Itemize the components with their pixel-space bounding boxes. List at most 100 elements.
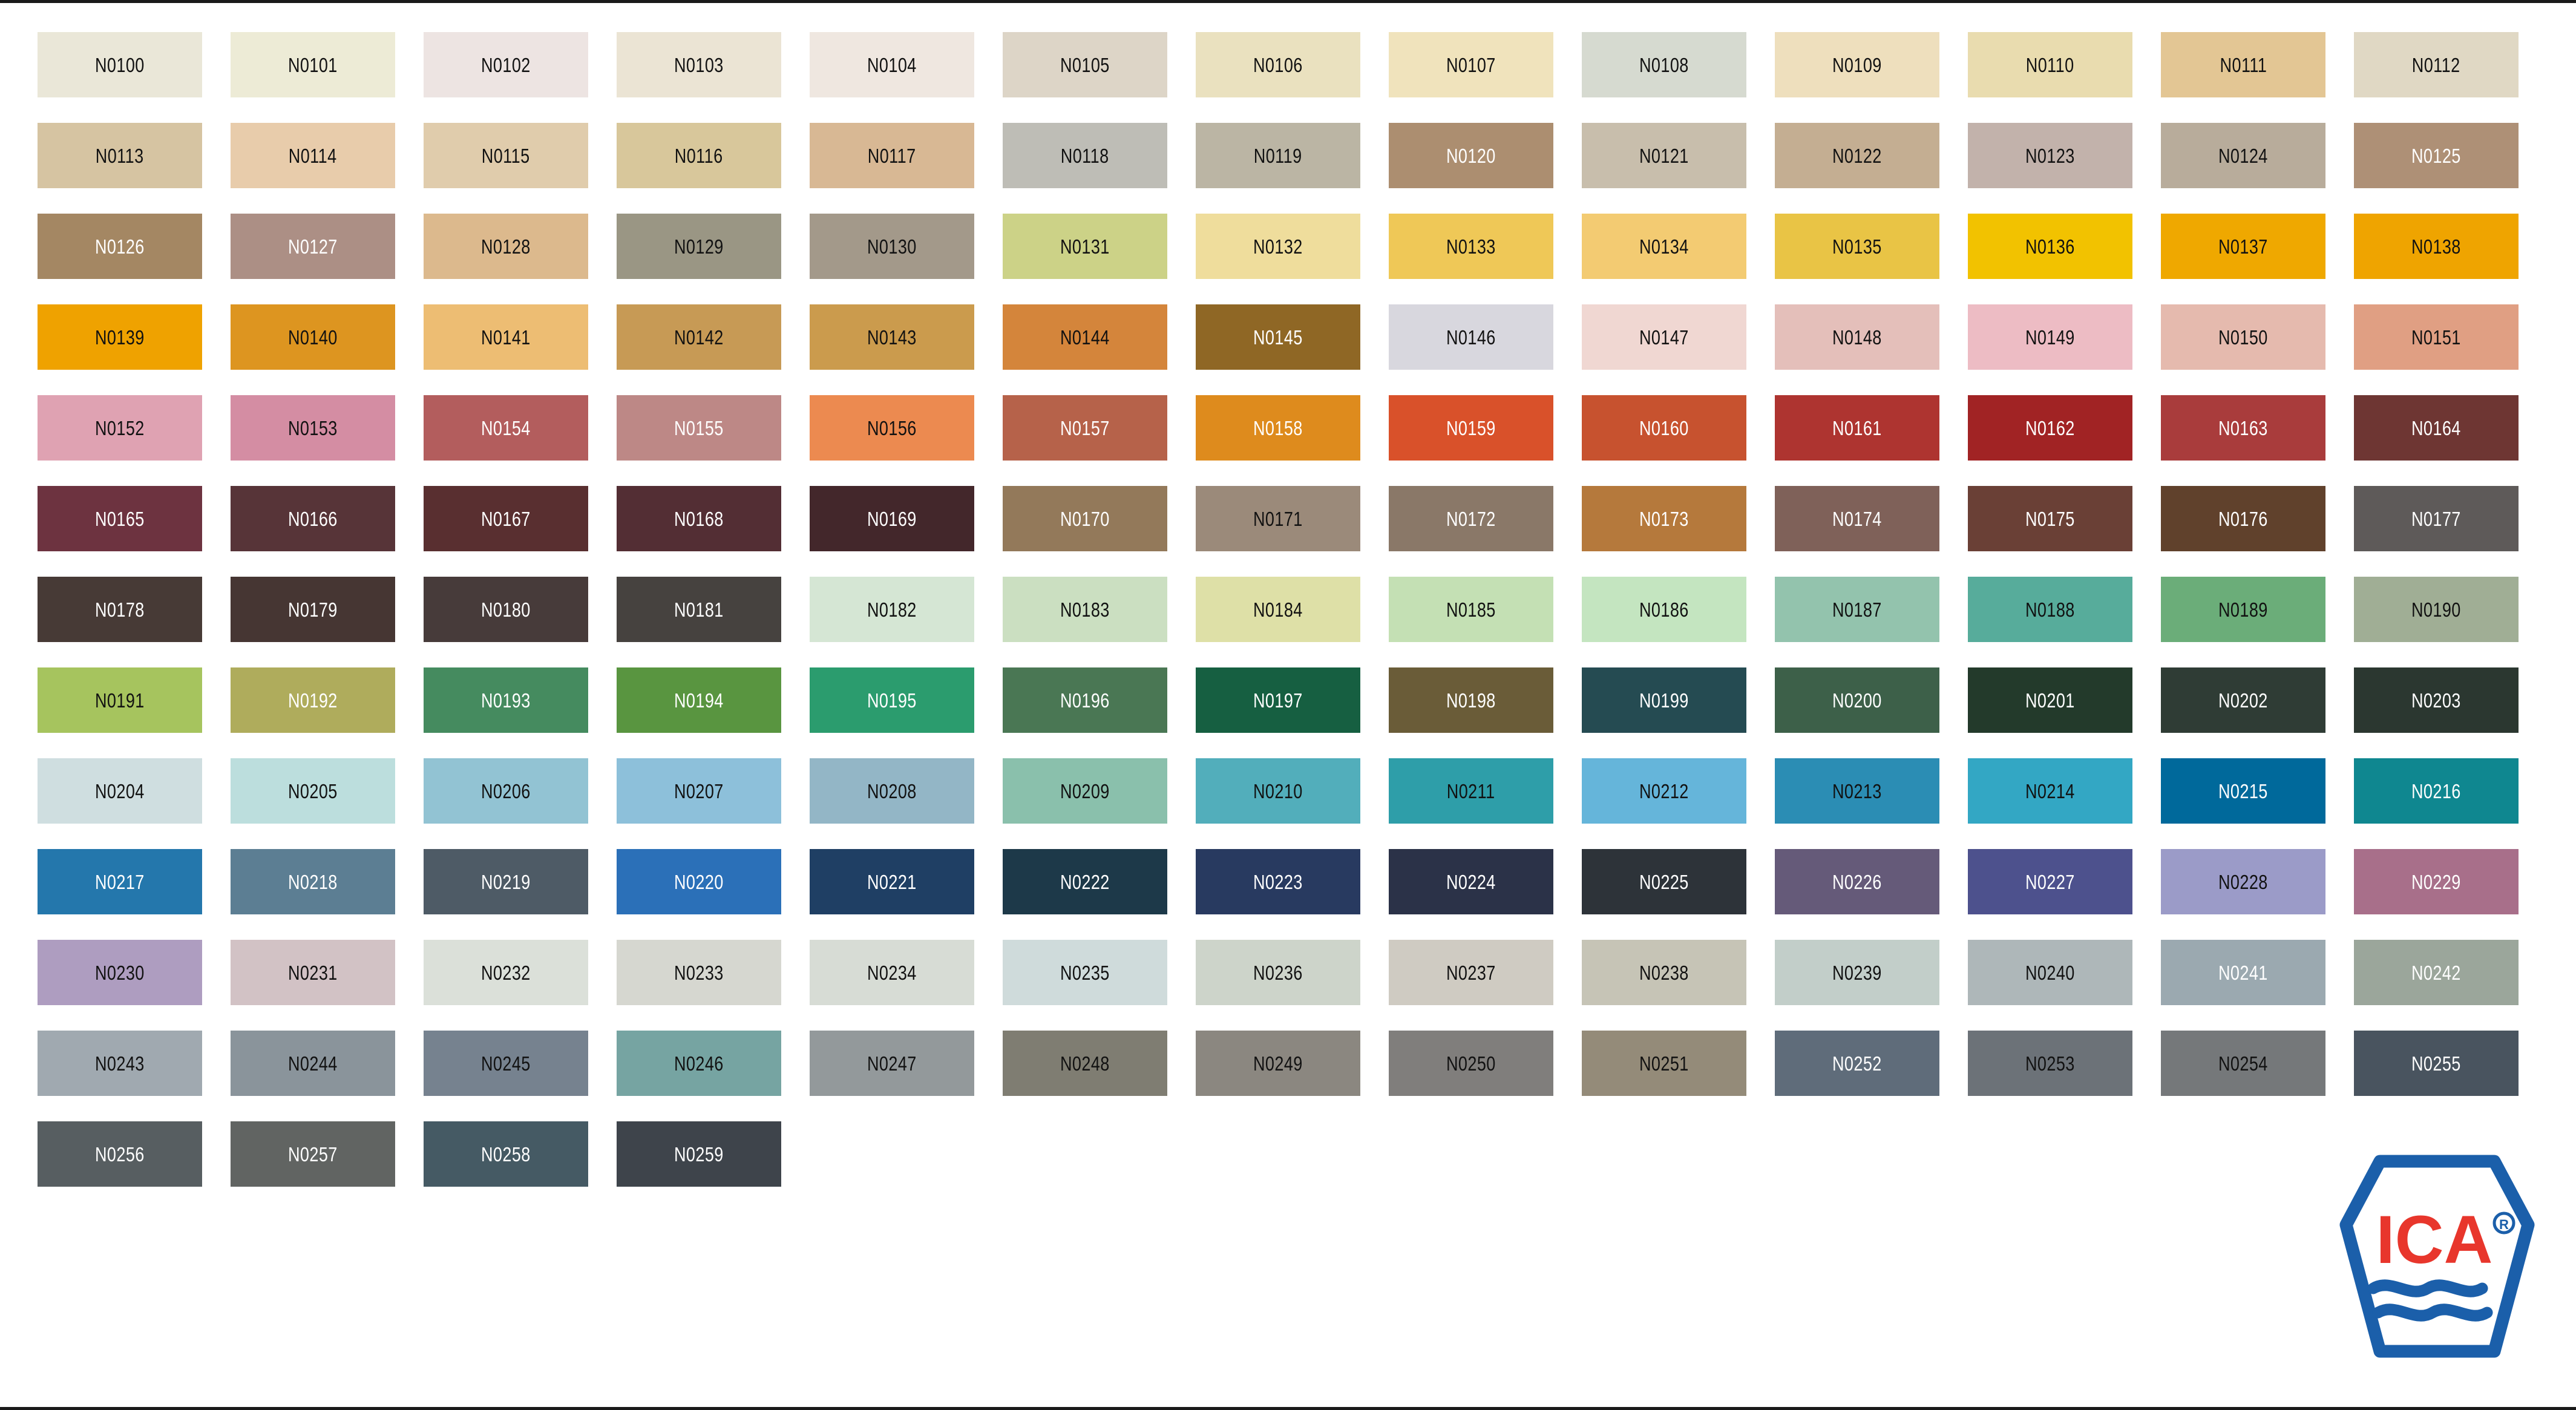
color-swatch[interactable]: N0238 [1582, 940, 1746, 1005]
color-swatch[interactable]: N0182 [810, 577, 974, 642]
color-swatch[interactable]: N0216 [2354, 758, 2519, 824]
color-swatch[interactable]: N0251 [1582, 1031, 1746, 1096]
color-swatch[interactable]: N0174 [1775, 486, 1939, 551]
color-swatch[interactable]: N0259 [617, 1121, 781, 1187]
color-swatch[interactable]: N0197 [1196, 667, 1360, 733]
color-swatch[interactable]: N0203 [2354, 667, 2519, 733]
color-swatch[interactable]: N0109 [1775, 32, 1939, 97]
color-swatch[interactable]: N0154 [424, 395, 588, 461]
color-swatch[interactable]: N0106 [1196, 32, 1360, 97]
color-swatch[interactable]: N0157 [1003, 395, 1167, 461]
color-swatch[interactable]: N0172 [1389, 486, 1553, 551]
color-swatch[interactable]: N0134 [1582, 214, 1746, 279]
color-swatch[interactable]: N0210 [1196, 758, 1360, 824]
color-swatch[interactable]: N0133 [1389, 214, 1553, 279]
color-swatch[interactable]: N0132 [1196, 214, 1360, 279]
color-swatch[interactable]: N0165 [38, 486, 202, 551]
color-swatch[interactable]: N0156 [810, 395, 974, 461]
color-swatch[interactable]: N0247 [810, 1031, 974, 1096]
color-swatch[interactable]: N0104 [810, 32, 974, 97]
color-swatch[interactable]: N0155 [617, 395, 781, 461]
color-swatch[interactable]: N0124 [2161, 123, 2325, 188]
color-swatch[interactable]: N0198 [1389, 667, 1553, 733]
color-swatch[interactable]: N0252 [1775, 1031, 1939, 1096]
color-swatch[interactable]: N0175 [1968, 486, 2132, 551]
color-swatch[interactable]: N0163 [2161, 395, 2325, 461]
color-swatch[interactable]: N0118 [1003, 123, 1167, 188]
color-swatch[interactable]: N0114 [231, 123, 395, 188]
color-swatch[interactable]: N0246 [617, 1031, 781, 1096]
color-swatch[interactable]: N0211 [1389, 758, 1553, 824]
color-swatch[interactable]: N0256 [38, 1121, 202, 1187]
color-swatch[interactable]: N0105 [1003, 32, 1167, 97]
color-swatch[interactable]: N0204 [38, 758, 202, 824]
color-swatch[interactable]: N0253 [1968, 1031, 2132, 1096]
color-swatch[interactable]: N0235 [1003, 940, 1167, 1005]
color-swatch[interactable]: N0183 [1003, 577, 1167, 642]
color-swatch[interactable]: N0219 [424, 849, 588, 914]
color-swatch[interactable]: N0171 [1196, 486, 1360, 551]
color-swatch[interactable]: N0184 [1196, 577, 1360, 642]
color-swatch[interactable]: N0236 [1196, 940, 1360, 1005]
color-swatch[interactable]: N0217 [38, 849, 202, 914]
color-swatch[interactable]: N0240 [1968, 940, 2132, 1005]
color-swatch[interactable]: N0248 [1003, 1031, 1167, 1096]
color-swatch[interactable]: N0160 [1582, 395, 1746, 461]
color-swatch[interactable]: N0228 [2161, 849, 2325, 914]
color-swatch[interactable]: N0112 [2354, 32, 2519, 97]
color-swatch[interactable]: N0123 [1968, 123, 2132, 188]
color-swatch[interactable]: N0100 [38, 32, 202, 97]
color-swatch[interactable]: N0173 [1582, 486, 1746, 551]
color-swatch[interactable]: N0218 [231, 849, 395, 914]
color-swatch[interactable]: N0127 [231, 214, 395, 279]
color-swatch[interactable]: N0169 [810, 486, 974, 551]
color-swatch[interactable]: N0190 [2354, 577, 2519, 642]
color-swatch[interactable]: N0150 [2161, 304, 2325, 370]
color-swatch[interactable]: N0151 [2354, 304, 2519, 370]
color-swatch[interactable]: N0249 [1196, 1031, 1360, 1096]
color-swatch[interactable]: N0201 [1968, 667, 2132, 733]
color-swatch[interactable]: N0230 [38, 940, 202, 1005]
color-swatch[interactable]: N0139 [38, 304, 202, 370]
color-swatch[interactable]: N0181 [617, 577, 781, 642]
color-swatch[interactable]: N0177 [2354, 486, 2519, 551]
color-swatch[interactable]: N0224 [1389, 849, 1553, 914]
color-swatch[interactable]: N0257 [231, 1121, 395, 1187]
color-swatch[interactable]: N0213 [1775, 758, 1939, 824]
color-swatch[interactable]: N0255 [2354, 1031, 2519, 1096]
color-swatch[interactable]: N0193 [424, 667, 588, 733]
color-swatch[interactable]: N0223 [1196, 849, 1360, 914]
color-swatch[interactable]: N0202 [2161, 667, 2325, 733]
color-swatch[interactable]: N0179 [231, 577, 395, 642]
color-swatch[interactable]: N0186 [1582, 577, 1746, 642]
color-swatch[interactable]: N0146 [1389, 304, 1553, 370]
color-swatch[interactable]: N0143 [810, 304, 974, 370]
color-swatch[interactable]: N0113 [38, 123, 202, 188]
color-swatch[interactable]: N0225 [1582, 849, 1746, 914]
color-swatch[interactable]: N0111 [2161, 32, 2325, 97]
color-swatch[interactable]: N0220 [617, 849, 781, 914]
color-swatch[interactable]: N0122 [1775, 123, 1939, 188]
color-swatch[interactable]: N0244 [231, 1031, 395, 1096]
color-swatch[interactable]: N0243 [38, 1031, 202, 1096]
color-swatch[interactable]: N0242 [2354, 940, 2519, 1005]
color-swatch[interactable]: N0117 [810, 123, 974, 188]
color-swatch[interactable]: N0119 [1196, 123, 1360, 188]
color-swatch[interactable]: N0130 [810, 214, 974, 279]
color-swatch[interactable]: N0206 [424, 758, 588, 824]
color-swatch[interactable]: N0115 [424, 123, 588, 188]
color-swatch[interactable]: N0207 [617, 758, 781, 824]
color-swatch[interactable]: N0120 [1389, 123, 1553, 188]
color-swatch[interactable]: N0110 [1968, 32, 2132, 97]
color-swatch[interactable]: N0221 [810, 849, 974, 914]
color-swatch[interactable]: N0148 [1775, 304, 1939, 370]
color-swatch[interactable]: N0147 [1582, 304, 1746, 370]
color-swatch[interactable]: N0103 [617, 32, 781, 97]
color-swatch[interactable]: N0226 [1775, 849, 1939, 914]
color-swatch[interactable]: N0237 [1389, 940, 1553, 1005]
color-swatch[interactable]: N0144 [1003, 304, 1167, 370]
color-swatch[interactable]: N0208 [810, 758, 974, 824]
color-swatch[interactable]: N0164 [2354, 395, 2519, 461]
color-swatch[interactable]: N0258 [424, 1121, 588, 1187]
color-swatch[interactable]: N0176 [2161, 486, 2325, 551]
